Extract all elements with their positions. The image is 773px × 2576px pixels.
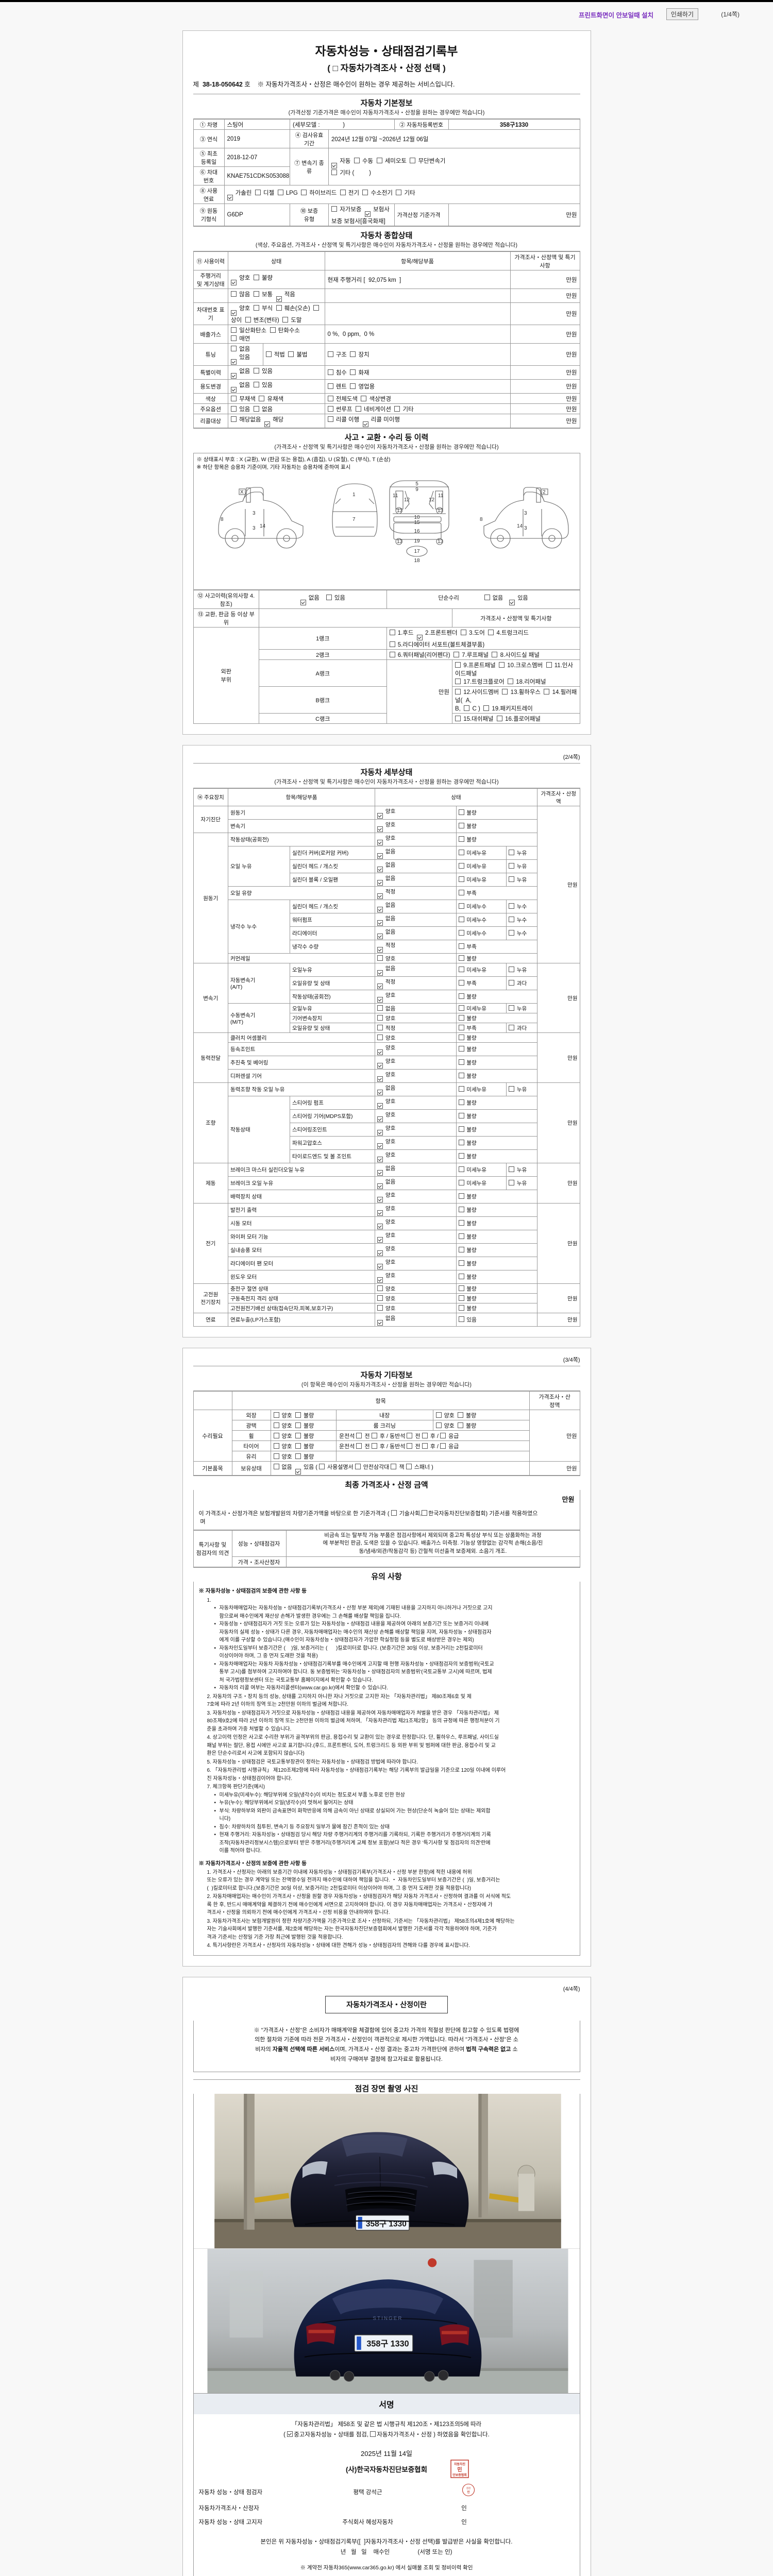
svg-text:X: X	[240, 489, 244, 495]
svg-text:358구 1330: 358구 1330	[366, 2339, 409, 2348]
svg-text:3: 3	[524, 526, 527, 531]
svg-text:14: 14	[517, 523, 523, 529]
svg-text:1: 1	[352, 492, 356, 498]
svg-text:단보증협회: 단보증협회	[452, 2473, 467, 2477]
svg-text:8: 8	[480, 517, 483, 522]
svg-text:19: 19	[414, 538, 420, 544]
svg-text:3: 3	[524, 511, 527, 516]
svg-text:11: 11	[438, 493, 444, 499]
svg-text:12: 12	[429, 497, 435, 503]
svg-text:17: 17	[414, 549, 420, 554]
svg-text:민: 민	[457, 2466, 462, 2473]
svg-text:9: 9	[415, 487, 418, 493]
svg-text:7: 7	[352, 517, 356, 522]
svg-text:2: 2	[543, 489, 546, 495]
svg-text:13: 13	[438, 508, 444, 514]
svg-text:자동차진: 자동차진	[454, 2462, 466, 2466]
svg-text:8: 8	[221, 517, 224, 522]
svg-text:3: 3	[253, 526, 256, 531]
svg-text:5: 5	[415, 481, 418, 487]
svg-text:12: 12	[404, 497, 410, 503]
svg-text:점검: 점검	[466, 2486, 470, 2489]
svg-text:13: 13	[397, 508, 403, 514]
svg-text:STINGER: STINGER	[373, 2315, 402, 2321]
svg-text:16: 16	[414, 529, 420, 534]
svg-text:13: 13	[397, 539, 403, 545]
svg-text:11: 11	[393, 493, 398, 499]
svg-text:인: 인	[467, 2490, 470, 2494]
svg-text:14: 14	[260, 523, 266, 529]
svg-text:18: 18	[414, 558, 420, 564]
svg-text:3: 3	[253, 511, 256, 516]
svg-text:13: 13	[438, 539, 444, 545]
